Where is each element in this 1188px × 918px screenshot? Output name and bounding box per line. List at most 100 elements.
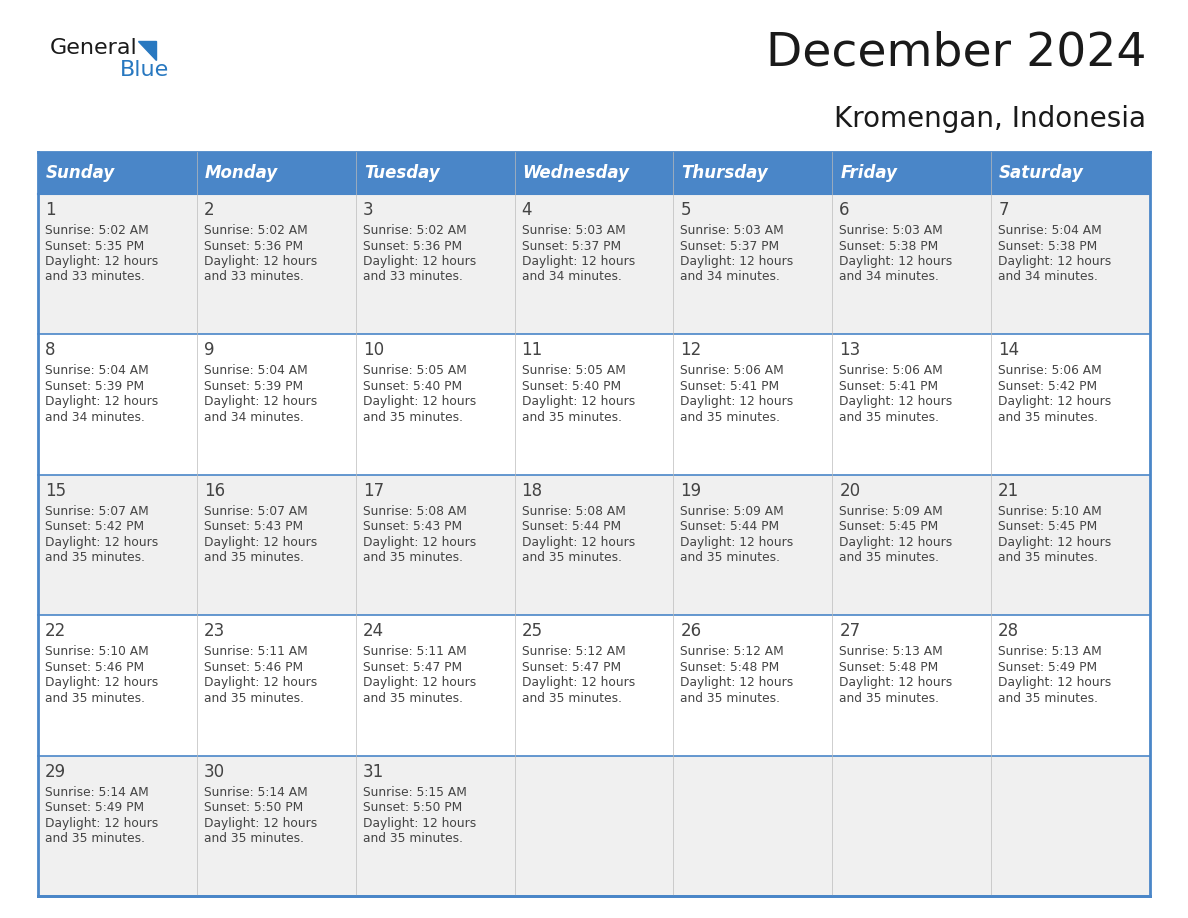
Text: and 35 minutes.: and 35 minutes. [998,552,1098,565]
Text: Daylight: 12 hours: Daylight: 12 hours [45,255,158,268]
Text: Wednesday: Wednesday [523,164,630,182]
Text: 17: 17 [362,482,384,499]
Text: 13: 13 [839,341,860,360]
Text: Sunrise: 5:11 AM: Sunrise: 5:11 AM [204,645,308,658]
Text: 30: 30 [204,763,225,780]
Text: and 35 minutes.: and 35 minutes. [839,691,940,705]
Text: Daylight: 12 hours: Daylight: 12 hours [681,677,794,689]
Text: and 34 minutes.: and 34 minutes. [998,271,1098,284]
Text: and 34 minutes.: and 34 minutes. [522,271,621,284]
Text: and 35 minutes.: and 35 minutes. [45,552,145,565]
Text: and 35 minutes.: and 35 minutes. [681,552,781,565]
Text: Monday: Monday [204,164,278,182]
Text: Sunrise: 5:04 AM: Sunrise: 5:04 AM [204,364,308,377]
Text: and 35 minutes.: and 35 minutes. [204,832,304,845]
Text: 22: 22 [45,622,67,640]
Text: Sunset: 5:46 PM: Sunset: 5:46 PM [204,661,303,674]
Text: Sunset: 5:44 PM: Sunset: 5:44 PM [522,521,620,533]
Text: Daylight: 12 hours: Daylight: 12 hours [522,536,634,549]
Text: and 35 minutes.: and 35 minutes. [45,691,145,705]
Polygon shape [138,41,156,60]
Text: and 35 minutes.: and 35 minutes. [45,832,145,845]
Text: Sunrise: 5:12 AM: Sunrise: 5:12 AM [522,645,625,658]
Text: 19: 19 [681,482,702,499]
Text: Sunset: 5:35 PM: Sunset: 5:35 PM [45,240,144,252]
Text: Daylight: 12 hours: Daylight: 12 hours [839,677,953,689]
Text: Daylight: 12 hours: Daylight: 12 hours [204,255,317,268]
Text: Daylight: 12 hours: Daylight: 12 hours [522,677,634,689]
Text: Sunset: 5:39 PM: Sunset: 5:39 PM [204,380,303,393]
Text: Sunset: 5:45 PM: Sunset: 5:45 PM [998,521,1098,533]
Text: 15: 15 [45,482,67,499]
Text: Daylight: 12 hours: Daylight: 12 hours [362,396,476,409]
Text: Sunset: 5:47 PM: Sunset: 5:47 PM [522,661,620,674]
Text: Sunrise: 5:08 AM: Sunrise: 5:08 AM [362,505,467,518]
Text: Sunrise: 5:03 AM: Sunrise: 5:03 AM [839,224,943,237]
Text: 6: 6 [839,201,849,219]
Text: Daylight: 12 hours: Daylight: 12 hours [522,255,634,268]
Text: Daylight: 12 hours: Daylight: 12 hours [204,536,317,549]
Text: Sunrise: 5:04 AM: Sunrise: 5:04 AM [45,364,148,377]
Text: 7: 7 [998,201,1009,219]
Bar [38,194,1150,334]
Text: Sunset: 5:49 PM: Sunset: 5:49 PM [998,661,1098,674]
Text: 5: 5 [681,201,691,219]
Text: Sunrise: 5:13 AM: Sunrise: 5:13 AM [998,645,1102,658]
Text: and 35 minutes.: and 35 minutes. [839,552,940,565]
Text: Sunrise: 5:08 AM: Sunrise: 5:08 AM [522,505,625,518]
Text: Daylight: 12 hours: Daylight: 12 hours [362,255,476,268]
Text: Kromengan, Indonesia: Kromengan, Indonesia [834,105,1146,133]
Text: 16: 16 [204,482,225,499]
Text: and 35 minutes.: and 35 minutes. [522,411,621,424]
Bar [38,152,1150,194]
Text: Sunrise: 5:14 AM: Sunrise: 5:14 AM [45,786,148,799]
Text: Sunset: 5:50 PM: Sunset: 5:50 PM [362,801,462,814]
Text: Daylight: 12 hours: Daylight: 12 hours [45,396,158,409]
Text: Daylight: 12 hours: Daylight: 12 hours [362,536,476,549]
Text: Saturday: Saturday [999,164,1083,182]
Text: Sunset: 5:38 PM: Sunset: 5:38 PM [998,240,1098,252]
Text: December 2024: December 2024 [765,30,1146,75]
Text: Daylight: 12 hours: Daylight: 12 hours [998,396,1112,409]
Text: 14: 14 [998,341,1019,360]
Text: 26: 26 [681,622,702,640]
Text: Sunrise: 5:07 AM: Sunrise: 5:07 AM [204,505,308,518]
Text: 3: 3 [362,201,373,219]
Text: and 34 minutes.: and 34 minutes. [204,411,304,424]
Text: and 33 minutes.: and 33 minutes. [45,271,145,284]
Text: Sunset: 5:49 PM: Sunset: 5:49 PM [45,801,144,814]
Text: and 35 minutes.: and 35 minutes. [522,552,621,565]
Text: Daylight: 12 hours: Daylight: 12 hours [362,817,476,830]
Text: Sunrise: 5:12 AM: Sunrise: 5:12 AM [681,645,784,658]
Text: Sunrise: 5:06 AM: Sunrise: 5:06 AM [998,364,1102,377]
Text: Sunrise: 5:09 AM: Sunrise: 5:09 AM [681,505,784,518]
Bar [38,756,1150,896]
Text: Thursday: Thursday [682,164,769,182]
Text: 20: 20 [839,482,860,499]
Text: Daylight: 12 hours: Daylight: 12 hours [998,536,1112,549]
Text: 18: 18 [522,482,543,499]
Text: 10: 10 [362,341,384,360]
Text: 9: 9 [204,341,214,360]
Text: and 33 minutes.: and 33 minutes. [204,271,304,284]
Text: Daylight: 12 hours: Daylight: 12 hours [45,536,158,549]
Text: Sunrise: 5:10 AM: Sunrise: 5:10 AM [45,645,148,658]
Text: Sunrise: 5:15 AM: Sunrise: 5:15 AM [362,786,467,799]
Text: 12: 12 [681,341,702,360]
Text: and 35 minutes.: and 35 minutes. [681,411,781,424]
Text: Daylight: 12 hours: Daylight: 12 hours [681,255,794,268]
Text: Sunset: 5:40 PM: Sunset: 5:40 PM [522,380,620,393]
Text: and 35 minutes.: and 35 minutes. [204,552,304,565]
Text: Sunrise: 5:03 AM: Sunrise: 5:03 AM [681,224,784,237]
Bar [38,615,1150,756]
Text: 23: 23 [204,622,225,640]
Text: and 34 minutes.: and 34 minutes. [45,411,145,424]
Bar [38,334,1150,475]
Text: and 35 minutes.: and 35 minutes. [362,832,462,845]
Text: Daylight: 12 hours: Daylight: 12 hours [362,677,476,689]
Text: and 35 minutes.: and 35 minutes. [681,691,781,705]
Text: Sunrise: 5:06 AM: Sunrise: 5:06 AM [839,364,943,377]
Text: and 35 minutes.: and 35 minutes. [998,411,1098,424]
Text: Daylight: 12 hours: Daylight: 12 hours [204,817,317,830]
Text: Sunrise: 5:05 AM: Sunrise: 5:05 AM [522,364,625,377]
